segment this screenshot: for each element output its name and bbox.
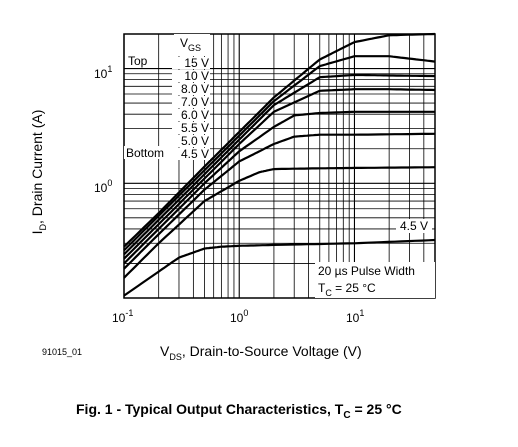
legend-entry: 6.0 V: [181, 108, 209, 122]
curve-vgs-10: [123, 55, 436, 252]
curve-vgs-5: [123, 166, 436, 279]
curve-vgs-15: [123, 32, 436, 248]
legend-entry: 8.0 V: [181, 82, 209, 96]
pulse-width-note: 20 µs Pulse Width: [318, 264, 415, 278]
curve-vgs-7: [123, 88, 436, 260]
legend: Top VGS 15 V10 V8.0 V7.0 V6.0 V5.5 V5.0 …: [124, 34, 210, 161]
legend-entry: 5.5 V: [181, 121, 209, 135]
legend-entry-bg: [172, 83, 210, 95]
legend-entry-bg: [172, 122, 210, 134]
legend-entry-bg: [172, 70, 210, 82]
x-tick-label-0.1: 10-1: [112, 308, 133, 325]
legend-entry: 15 V: [184, 56, 209, 70]
y-tick-label-1: 100: [94, 178, 112, 195]
legend-entry-bg: [172, 148, 210, 160]
x-axis-title: VDS, Drain-to-Source Voltage (V): [160, 343, 362, 362]
legend-header: VGS: [180, 36, 201, 53]
legend-top-label: Top: [128, 54, 148, 68]
legend-entry: 4.5 V: [181, 147, 209, 161]
legend-bottom-label: Bottom: [126, 146, 164, 160]
plot-grid: [123, 33, 436, 298]
curve-vgs-6: [123, 110, 435, 265]
curve-label-4.5v: 4.5 V: [400, 219, 428, 233]
curve-label-bg: [396, 219, 432, 233]
plot-frame: [123, 33, 436, 299]
curve-vgs-5.5: [123, 132, 436, 270]
legend-header-bg: [174, 34, 210, 56]
curve-vgs-8: [123, 73, 436, 256]
curve-layer: [123, 32, 436, 297]
conditions-box: [315, 262, 435, 298]
legend-entry-bg: [172, 57, 210, 69]
y-axis-title: ID, Drain Current (A): [29, 110, 48, 235]
legend-entry: 7.0 V: [181, 95, 209, 109]
legend-entry: 5.0 V: [181, 134, 209, 148]
figure-caption: Fig. 1 - Typical Output Characteristics,…: [76, 401, 402, 421]
x-tick-label-1: 100: [230, 308, 248, 325]
temperature-note: TC = 25 °C: [318, 281, 376, 298]
figure-id: 91015_01: [42, 347, 82, 357]
legend-entry: 10 V: [184, 69, 209, 83]
legend-entry-bg: [172, 109, 210, 121]
legend-bottom-bg: [124, 146, 174, 159]
legend-entry-bg: [172, 135, 210, 147]
y-tick-label-10: 101: [94, 64, 112, 81]
legend-top-bg: [125, 54, 158, 67]
x-tick-label-10: 101: [346, 308, 364, 325]
legend-entries: 15 V10 V8.0 V7.0 V6.0 V5.5 V5.0 V4.5 V: [172, 56, 210, 161]
legend-entry-bg: [172, 96, 210, 108]
curve-vgs-4.5: [123, 238, 436, 297]
